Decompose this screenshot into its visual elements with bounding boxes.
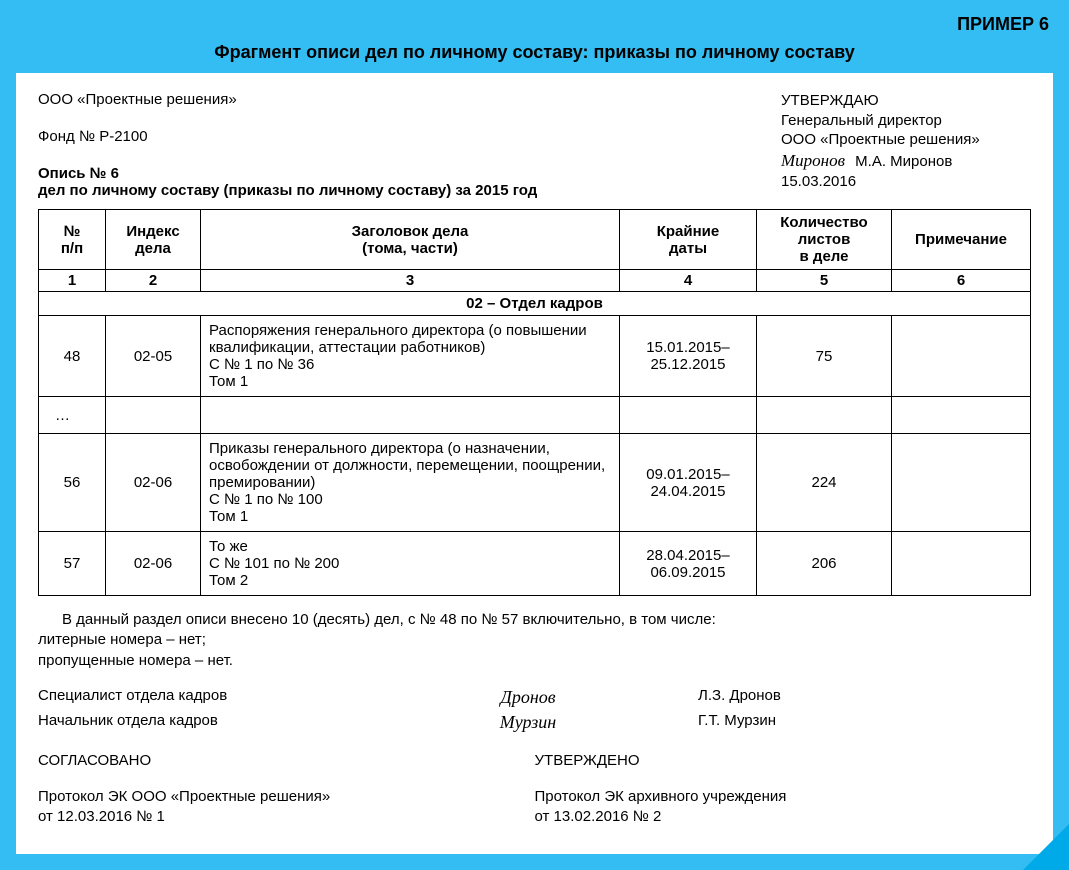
approval-org: ООО «Проектные решения»	[781, 130, 1031, 150]
table-ellipsis-row: …	[39, 397, 1031, 434]
summary-line-3: пропущенные номера – нет.	[38, 651, 1031, 671]
cell-note	[892, 434, 1031, 532]
cell-dates: 09.01.2015–24.04.2015	[620, 434, 757, 532]
signer-signature: Мурзин	[418, 712, 638, 733]
signer-role: Начальник отдела кадров	[38, 712, 418, 733]
cell-title: То жеС № 101 по № 200Том 2	[201, 532, 620, 596]
colnum-3: 3	[201, 270, 620, 292]
table-header-row: №п/п Индексдела Заголовок дела(тома, час…	[39, 210, 1031, 270]
example-label: ПРИМЕР 6	[957, 14, 1049, 35]
approval-date: 15.03.2016	[781, 172, 1031, 192]
cell-sheets: 206	[757, 532, 892, 596]
approval-left: СОГЛАСОВАНО Протокол ЭК ООО «Проектные р…	[38, 751, 535, 828]
approval-right-line2: от 13.02.2016 № 2	[535, 807, 1032, 827]
col-header-index: Индексдела	[106, 210, 201, 270]
approval-right: УТВЕРЖДЕНО Протокол ЭК архивного учрежде…	[535, 751, 1032, 828]
colnum-1: 1	[39, 270, 106, 292]
corner-decoration	[1023, 824, 1069, 870]
colnum-4: 4	[620, 270, 757, 292]
col-header-sheets: Количестволистовв деле	[757, 210, 892, 270]
approvals-block: СОГЛАСОВАНО Протокол ЭК ООО «Проектные р…	[38, 751, 1031, 828]
ellipsis-cell: …	[39, 397, 106, 434]
table-colnum-row: 1 2 3 4 5 6	[39, 270, 1031, 292]
approval-left-label: СОГЛАСОВАНО	[38, 751, 535, 771]
col-header-dates: Крайниедаты	[620, 210, 757, 270]
approval-block: УТВЕРЖДАЮ Генеральный директор ООО «Прое…	[781, 91, 1031, 199]
col-header-num: №п/п	[39, 210, 106, 270]
colnum-6: 6	[892, 270, 1031, 292]
opis-number: Опись № 6	[38, 165, 781, 182]
summary-block: В данный раздел описи внесено 10 (десять…	[38, 610, 1031, 671]
cell-num: 48	[39, 316, 106, 397]
table-row: 56 02-06 Приказы генерального директора …	[39, 434, 1031, 532]
signer-signature: Дронов	[418, 687, 638, 708]
document-page: ООО «Проектные решения» Фонд № Р-2100 Оп…	[16, 73, 1053, 854]
empty-cell	[620, 397, 757, 434]
cell-title: Приказы генерального директора (о назнач…	[201, 434, 620, 532]
cell-dates: 28.04.2015–06.09.2015	[620, 532, 757, 596]
empty-cell	[757, 397, 892, 434]
cases-table: №п/п Индексдела Заголовок дела(тома, час…	[38, 209, 1031, 596]
header-left: ООО «Проектные решения» Фонд № Р-2100 Оп…	[38, 91, 781, 199]
cell-note	[892, 316, 1031, 397]
table-section-row: 02 – Отдел кадров	[39, 292, 1031, 316]
cell-index: 02-05	[106, 316, 201, 397]
header-block: ООО «Проектные решения» Фонд № Р-2100 Оп…	[38, 91, 1031, 199]
org-name: ООО «Проектные решения»	[38, 91, 781, 108]
table-row: 48 02-05 Распоряжения генерального дирек…	[39, 316, 1031, 397]
approval-left-line2: от 12.03.2016 № 1	[38, 807, 535, 827]
approval-signature-line: Миронов М.А. Миронов	[781, 150, 1031, 172]
table-row: 57 02-06 То жеС № 101 по № 200Том 2 28.0…	[39, 532, 1031, 596]
cell-note	[892, 532, 1031, 596]
approval-right-label: УТВЕРЖДЕНО	[535, 751, 1032, 771]
cell-index: 02-06	[106, 532, 201, 596]
cell-sheets: 75	[757, 316, 892, 397]
col-header-title: Заголовок дела(тома, части)	[201, 210, 620, 270]
empty-cell	[892, 397, 1031, 434]
signer-name: Г.Т. Мурзин	[638, 712, 1031, 733]
signer-name: Л.З. Дронов	[638, 687, 1031, 708]
summary-line-2: литерные номера – нет;	[38, 630, 1031, 650]
approval-signature: Миронов	[781, 151, 845, 170]
col-header-note: Примечание	[892, 210, 1031, 270]
approval-left-line1: Протокол ЭК ООО «Проектные решения»	[38, 787, 535, 807]
page-title: Фрагмент описи дел по личному составу: п…	[0, 0, 1069, 73]
cell-dates: 15.01.2015–25.12.2015	[620, 316, 757, 397]
approval-name: М.А. Миронов	[855, 153, 952, 170]
summary-line-1: В данный раздел описи внесено 10 (десять…	[38, 610, 1031, 630]
colnum-5: 5	[757, 270, 892, 292]
cell-num: 57	[39, 532, 106, 596]
approval-right-line1: Протокол ЭК архивного учреждения	[535, 787, 1032, 807]
cell-sheets: 224	[757, 434, 892, 532]
fund-number: Фонд № Р-2100	[38, 128, 781, 145]
signers-block: Специалист отдела кадров Дронов Л.З. Дро…	[38, 687, 1031, 733]
signer-role: Специалист отдела кадров	[38, 687, 418, 708]
colnum-2: 2	[106, 270, 201, 292]
opis-description: дел по личному составу (приказы по лично…	[38, 182, 781, 199]
empty-cell	[201, 397, 620, 434]
empty-cell	[106, 397, 201, 434]
cell-title: Распоряжения генерального директора (о п…	[201, 316, 620, 397]
approval-label: УТВЕРЖДАЮ	[781, 91, 1031, 111]
cell-num: 56	[39, 434, 106, 532]
approval-position: Генеральный директор	[781, 111, 1031, 131]
section-title: 02 – Отдел кадров	[39, 292, 1031, 316]
cell-index: 02-06	[106, 434, 201, 532]
